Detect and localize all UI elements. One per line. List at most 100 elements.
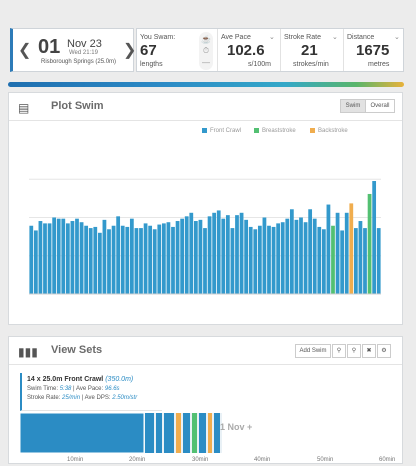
bar-front-crawl[interactable]	[235, 215, 239, 294]
set-block-backstroke[interactable]	[208, 413, 212, 453]
bar-front-crawl[interactable]	[344, 212, 349, 294]
bar-front-crawl[interactable]	[308, 209, 313, 294]
bar-front-crawl[interactable]	[29, 225, 34, 294]
stat-distance[interactable]: Distance ⌄ 1675 metres	[343, 29, 403, 71]
bar-front-crawl[interactable]	[212, 212, 217, 294]
bar-front-crawl[interactable]	[321, 229, 326, 294]
zoom-out-icon[interactable]: ⚲	[347, 344, 361, 358]
bar-front-crawl[interactable]	[61, 218, 66, 294]
bar-front-crawl[interactable]	[303, 222, 308, 294]
bar-front-crawl[interactable]	[139, 228, 143, 294]
bar-front-crawl[interactable]	[52, 217, 57, 295]
bar-front-crawl[interactable]	[289, 209, 294, 294]
chevron-left-icon[interactable]: ❮	[18, 42, 32, 59]
bar-front-crawl[interactable]	[189, 212, 194, 294]
bar-front-crawl[interactable]	[203, 228, 207, 294]
bar-front-crawl[interactable]	[180, 218, 185, 294]
bar-front-crawl[interactable]	[97, 232, 102, 294]
bar-front-crawl[interactable]	[225, 215, 230, 294]
set-block-backstroke[interactable]	[176, 413, 181, 453]
bar-front-crawl[interactable]	[143, 223, 148, 294]
bar-front-crawl[interactable]	[88, 228, 93, 294]
bar-front-crawl[interactable]	[198, 219, 203, 294]
bar-front-crawl[interactable]	[221, 218, 226, 294]
bar-front-crawl[interactable]	[125, 226, 130, 294]
set-block[interactable]	[145, 413, 154, 453]
close-icon[interactable]: ✖	[362, 344, 376, 358]
bar-front-crawl[interactable]	[120, 225, 125, 294]
bar-front-crawl[interactable]	[148, 225, 153, 294]
bar-front-crawl[interactable]	[84, 225, 89, 294]
set-block[interactable]	[214, 413, 220, 453]
bar-front-crawl[interactable]	[93, 226, 98, 294]
bar-front-crawl[interactable]	[207, 216, 212, 294]
bar-front-crawl[interactable]	[280, 222, 285, 294]
gear-icon[interactable]: ⚙	[377, 344, 391, 358]
bar-front-crawl[interactable]	[253, 229, 258, 294]
bar-front-crawl[interactable]	[317, 226, 322, 294]
bar-front-crawl[interactable]	[116, 216, 121, 294]
date-marker[interactable]: 1 Nov +	[220, 422, 253, 432]
bar-front-crawl[interactable]	[267, 225, 271, 294]
stat-stroke-rate[interactable]: Stroke Rate ⌄ 21 strokes/min	[280, 29, 342, 71]
bar-front-crawl[interactable]	[33, 230, 38, 294]
bar-front-crawl[interactable]	[271, 226, 276, 294]
set-block[interactable]	[199, 413, 206, 453]
bar-front-crawl[interactable]	[102, 219, 107, 294]
set-block[interactable]	[183, 413, 190, 453]
bar-front-crawl[interactable]	[230, 228, 235, 294]
bar-front-crawl[interactable]	[294, 219, 299, 294]
bar-breaststroke[interactable]	[331, 225, 335, 294]
bar-front-crawl[interactable]	[47, 223, 52, 294]
bar-front-crawl[interactable]	[353, 228, 358, 294]
bar-front-crawl[interactable]	[193, 221, 198, 294]
stat-pace[interactable]: Ave Pace ⌄ 102.6 s/100m	[217, 29, 279, 71]
bar-front-crawl[interactable]	[70, 221, 75, 294]
bar-front-crawl[interactable]	[216, 210, 221, 294]
bar-front-crawl[interactable]	[372, 181, 377, 294]
bar-front-crawl[interactable]	[239, 212, 244, 294]
bar-front-crawl[interactable]	[257, 225, 262, 294]
bar-front-crawl[interactable]	[312, 218, 317, 294]
set-block[interactable]	[164, 413, 174, 453]
bar-front-crawl[interactable]	[262, 217, 267, 295]
bar-front-crawl[interactable]	[79, 222, 84, 294]
bar-front-crawl[interactable]	[38, 221, 43, 294]
bar-front-crawl[interactable]	[43, 223, 47, 294]
bar-front-crawl[interactable]	[152, 229, 157, 294]
bar-front-crawl[interactable]	[161, 223, 166, 294]
bar-front-crawl[interactable]	[248, 226, 253, 294]
set-block-breaststroke[interactable]	[192, 413, 197, 453]
bar-front-crawl[interactable]	[111, 225, 116, 294]
bar-front-crawl[interactable]	[129, 218, 134, 294]
swim-icon-strip[interactable]: ☕ ⏱ —	[199, 32, 213, 70]
bar-front-crawl[interactable]	[340, 230, 345, 294]
add-swim-button[interactable]: Add Swim	[295, 344, 331, 358]
bar-front-crawl[interactable]	[326, 204, 331, 294]
zoom-in-icon[interactable]: ⚲	[332, 344, 346, 358]
set-block-front-crawl[interactable]	[20, 413, 144, 453]
bar-front-crawl[interactable]	[276, 223, 281, 294]
bar-front-crawl[interactable]	[75, 218, 79, 294]
bar-front-crawl[interactable]	[166, 222, 171, 294]
bar-front-crawl[interactable]	[184, 216, 189, 294]
bar-front-crawl[interactable]	[285, 218, 290, 294]
set-block[interactable]	[156, 413, 162, 453]
chevron-right-icon[interactable]: ❯	[123, 42, 137, 59]
bar-front-crawl[interactable]	[171, 226, 175, 294]
bar-backstroke[interactable]	[349, 203, 354, 294]
bar-front-crawl[interactable]	[244, 219, 249, 294]
bar-front-crawl[interactable]	[157, 224, 162, 294]
sets-timeline[interactable]	[20, 413, 222, 453]
bar-front-crawl[interactable]	[363, 228, 367, 294]
bar-front-crawl[interactable]	[56, 218, 61, 294]
bar-front-crawl[interactable]	[335, 212, 340, 294]
bar-breaststroke[interactable]	[367, 193, 372, 294]
bar-front-crawl[interactable]	[65, 223, 70, 294]
toggle-overall[interactable]: Overall	[365, 99, 395, 113]
bar-front-crawl[interactable]	[299, 217, 303, 295]
bar-front-crawl[interactable]	[376, 228, 381, 294]
bar-front-crawl[interactable]	[175, 221, 180, 294]
bar-front-crawl[interactable]	[358, 221, 363, 294]
bar-front-crawl[interactable]	[107, 229, 111, 294]
